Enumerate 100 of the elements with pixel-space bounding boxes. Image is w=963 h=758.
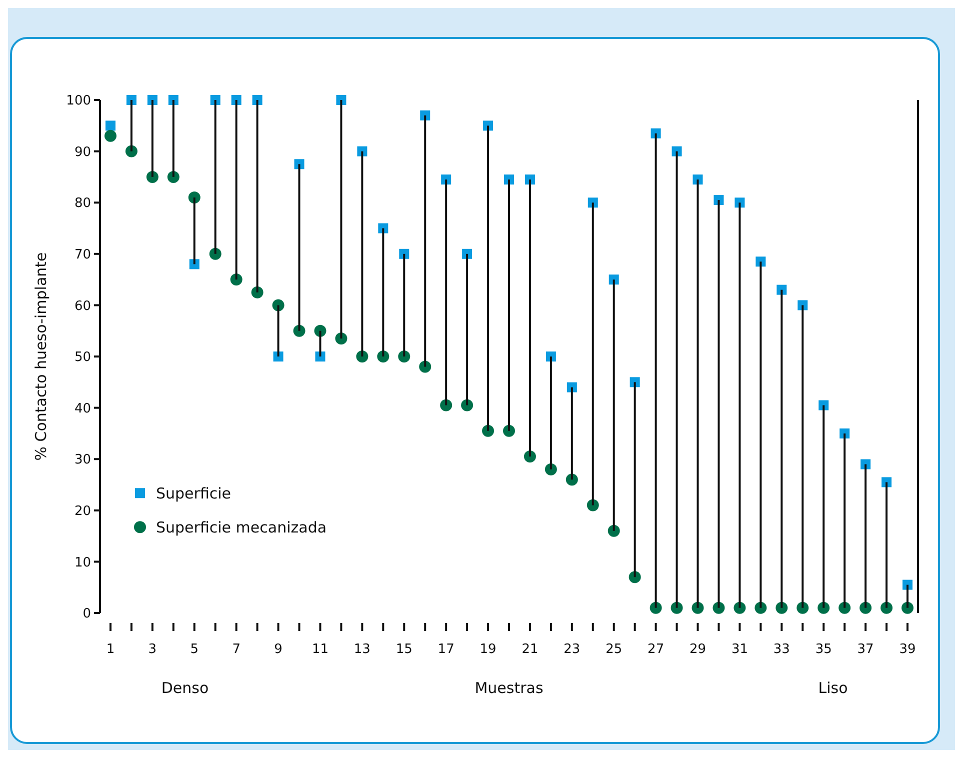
x-tick-label: 13 bbox=[354, 642, 370, 657]
point bbox=[798, 300, 808, 310]
point bbox=[588, 198, 598, 208]
bar bbox=[760, 262, 762, 608]
bar bbox=[193, 197, 196, 264]
x-axis-title: Muestras bbox=[474, 679, 544, 697]
x-tick-label: 25 bbox=[606, 642, 622, 657]
y-tick-label: 40 bbox=[74, 401, 91, 416]
bar bbox=[550, 356, 552, 470]
bar bbox=[612, 280, 615, 531]
bar bbox=[738, 202, 741, 608]
x-tick-label: 29 bbox=[689, 642, 706, 657]
y-tick-label: 10 bbox=[74, 555, 91, 570]
bar bbox=[696, 180, 699, 608]
bar bbox=[570, 387, 573, 480]
x-tick-label: 1 bbox=[106, 642, 115, 657]
y-tick-label: 20 bbox=[74, 504, 91, 519]
point bbox=[294, 159, 304, 170]
bar bbox=[718, 200, 720, 608]
point bbox=[210, 95, 220, 105]
bar bbox=[235, 100, 238, 280]
point bbox=[692, 174, 703, 185]
x-tick-label: 27 bbox=[648, 642, 664, 657]
point bbox=[650, 128, 661, 138]
legend-label: Superficie mecanizada bbox=[156, 518, 327, 536]
point bbox=[273, 352, 284, 362]
point bbox=[546, 352, 556, 362]
point bbox=[105, 120, 116, 131]
point bbox=[504, 174, 514, 185]
bar bbox=[445, 180, 448, 406]
y-axis-title: % Contacto hueso-implante bbox=[32, 252, 50, 461]
bar bbox=[487, 126, 490, 431]
x-tick-label: 37 bbox=[857, 642, 874, 657]
bar bbox=[864, 464, 867, 608]
bar bbox=[508, 180, 510, 431]
bar bbox=[654, 133, 657, 608]
point bbox=[882, 477, 892, 488]
point bbox=[524, 174, 535, 185]
x-tick-label: 33 bbox=[773, 642, 790, 657]
point bbox=[818, 400, 829, 410]
bar bbox=[780, 290, 783, 608]
bar bbox=[130, 100, 132, 152]
text: Denso bbox=[161, 679, 209, 697]
x-tick-label: 7 bbox=[232, 642, 240, 657]
bar bbox=[802, 305, 804, 608]
y-tick-label: 0 bbox=[82, 606, 91, 622]
point bbox=[902, 580, 913, 590]
point bbox=[630, 377, 640, 388]
bar bbox=[822, 405, 825, 608]
legend-label: Superficie bbox=[156, 484, 232, 502]
bar bbox=[277, 305, 280, 356]
point bbox=[357, 146, 368, 156]
bar bbox=[361, 151, 364, 356]
bar bbox=[298, 164, 300, 331]
bar bbox=[214, 100, 216, 254]
point bbox=[104, 130, 116, 142]
point bbox=[378, 223, 388, 234]
bar bbox=[844, 433, 846, 608]
x-tick-label: 9 bbox=[274, 642, 282, 657]
x-tick-label: 23 bbox=[564, 642, 580, 657]
point bbox=[168, 95, 178, 105]
point bbox=[608, 274, 619, 285]
point bbox=[441, 174, 452, 185]
point bbox=[336, 95, 346, 105]
x-tick-label: 21 bbox=[522, 642, 538, 657]
bar bbox=[466, 254, 468, 406]
point bbox=[189, 259, 200, 270]
point bbox=[231, 95, 242, 105]
y-tick-label: 90 bbox=[74, 144, 91, 160]
bar bbox=[340, 100, 342, 339]
point bbox=[399, 248, 410, 259]
bar bbox=[886, 482, 888, 608]
point bbox=[860, 459, 871, 470]
bar bbox=[528, 180, 531, 457]
point bbox=[734, 198, 745, 208]
bar bbox=[424, 115, 426, 367]
bar bbox=[319, 330, 322, 356]
point bbox=[776, 284, 787, 295]
y-tick-label: 30 bbox=[74, 452, 91, 468]
y-tick-label: 60 bbox=[74, 298, 91, 314]
point bbox=[714, 195, 724, 206]
point bbox=[756, 256, 766, 267]
bar bbox=[256, 100, 258, 292]
y-tick-label: 100 bbox=[66, 94, 91, 109]
bar bbox=[634, 382, 636, 578]
point bbox=[672, 146, 682, 156]
x-tick-label: 5 bbox=[190, 642, 199, 657]
bar bbox=[676, 151, 678, 608]
y-tick-label: 70 bbox=[74, 247, 91, 262]
point bbox=[840, 428, 850, 438]
point bbox=[566, 382, 577, 392]
y-tick-label: 80 bbox=[74, 196, 91, 212]
point bbox=[462, 248, 472, 259]
x-tick-label: 31 bbox=[731, 642, 748, 657]
x-tick-label: 35 bbox=[815, 642, 832, 657]
point bbox=[252, 95, 262, 105]
bar bbox=[403, 254, 406, 356]
point bbox=[420, 110, 430, 120]
bar bbox=[906, 584, 909, 608]
text: Liso bbox=[818, 679, 848, 697]
